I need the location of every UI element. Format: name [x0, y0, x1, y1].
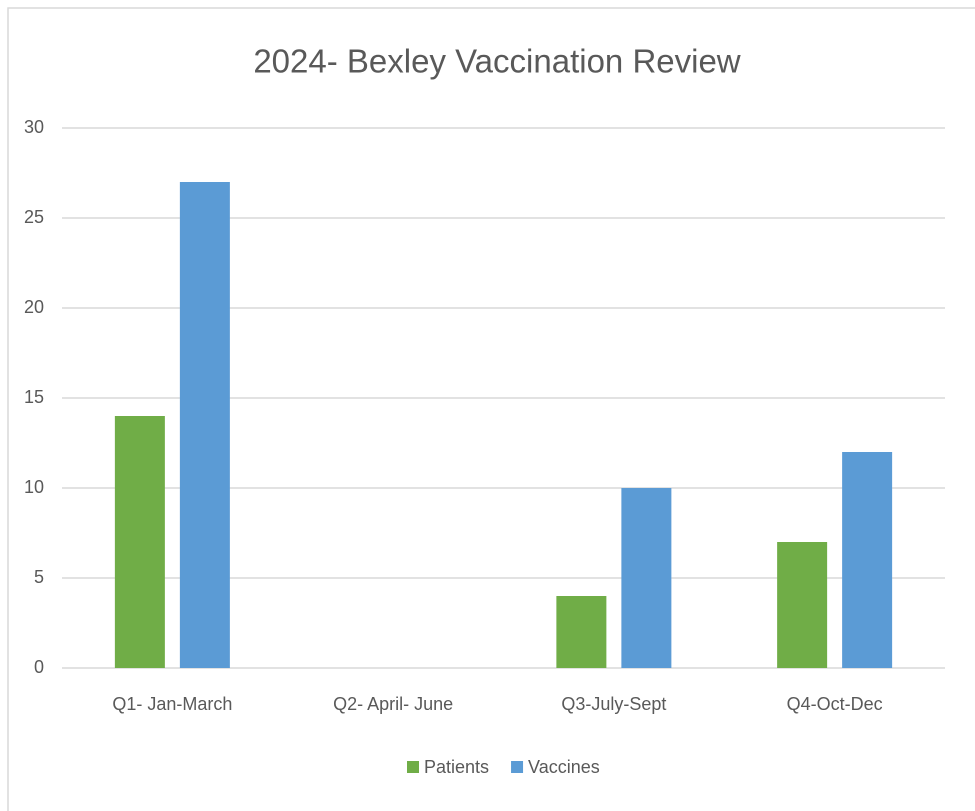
bar: [842, 452, 893, 668]
x-tick-label: Q1- Jan-March: [112, 694, 232, 714]
chart-frame: [7, 7, 975, 811]
y-tick-label: 20: [24, 297, 44, 317]
y-tick-label: 10: [24, 477, 44, 497]
x-tick-label: Q2- April- June: [333, 694, 453, 714]
y-tick-label: 5: [34, 567, 44, 587]
bar: [556, 596, 607, 668]
y-tick-label: 30: [24, 117, 44, 137]
bar: [777, 542, 828, 668]
y-tick-label: 25: [24, 207, 44, 227]
x-tick-label: Q4-Oct-Dec: [787, 694, 883, 714]
legend-swatch: [407, 761, 419, 773]
bar: [621, 488, 672, 668]
legend-label: Patients: [424, 757, 489, 777]
bar: [179, 182, 230, 668]
chart-title: 2024- Bexley Vaccination Review: [253, 43, 740, 80]
legend-swatch: [511, 761, 524, 773]
legend-label: Vaccines: [528, 757, 600, 777]
x-tick-label: Q3-July-Sept: [561, 694, 666, 714]
bar: [114, 416, 165, 668]
y-tick-label: 0: [34, 657, 44, 677]
y-tick-label: 15: [24, 387, 44, 407]
